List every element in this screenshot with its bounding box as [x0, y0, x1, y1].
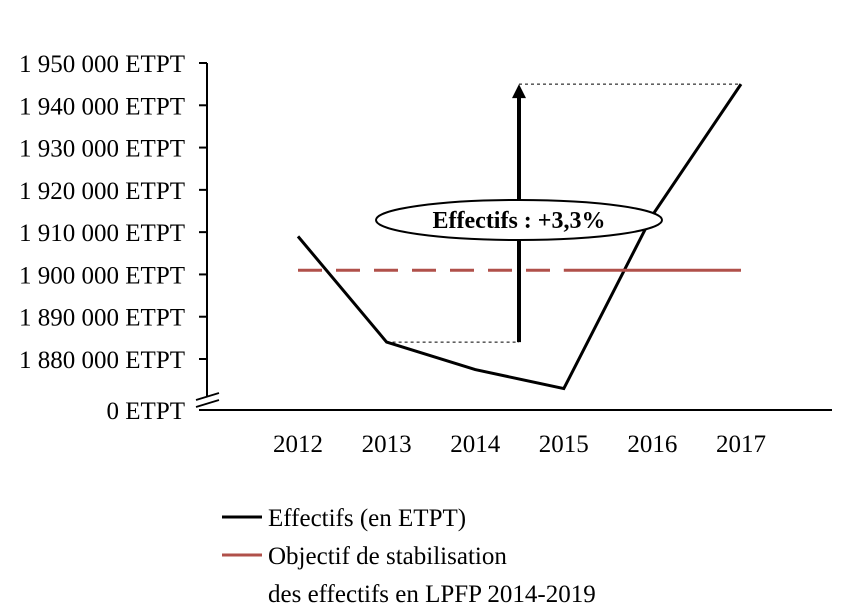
y-tick-label: 1 910 000 ETPT [19, 220, 185, 247]
x-tick-label: 2013 [362, 431, 412, 458]
x-tick-label: 2015 [539, 431, 589, 458]
axis-break-mark [195, 392, 220, 401]
axis-break-mark [195, 399, 220, 408]
increase-arrow-head [512, 84, 526, 99]
x-tick-label: 2014 [450, 431, 501, 458]
effectifs-series-line [296, 83, 743, 391]
y-tick-label: 1 950 000 ETPT [19, 51, 185, 78]
y-tick-label: 1 920 000 ETPT [19, 178, 185, 205]
x-tick-label: 2017 [716, 431, 766, 458]
y-tick-label: 1 880 000 ETPT [19, 347, 185, 374]
annotation-label: Effectifs : +3,3% [433, 208, 606, 234]
x-tick-label: 2012 [273, 431, 323, 458]
y-tick-label: 1 940 000 ETPT [19, 93, 185, 120]
y-tick-label: 1 930 000 ETPT [19, 136, 185, 163]
y-tick-label: 1 890 000 ETPT [19, 305, 185, 332]
y-tick-label: 0 ETPT [107, 398, 185, 425]
annotation-ellipse [375, 199, 663, 241]
x-tick-label: 2016 [627, 431, 677, 458]
legend-label: des effectifs en LPFP 2014-2019 [268, 581, 596, 608]
y-tick-label: 1 900 000 ETPT [19, 262, 185, 289]
legend-label: Effectifs (en ETPT) [268, 505, 466, 532]
legend-label: Objectif de stabilisation [268, 543, 507, 570]
